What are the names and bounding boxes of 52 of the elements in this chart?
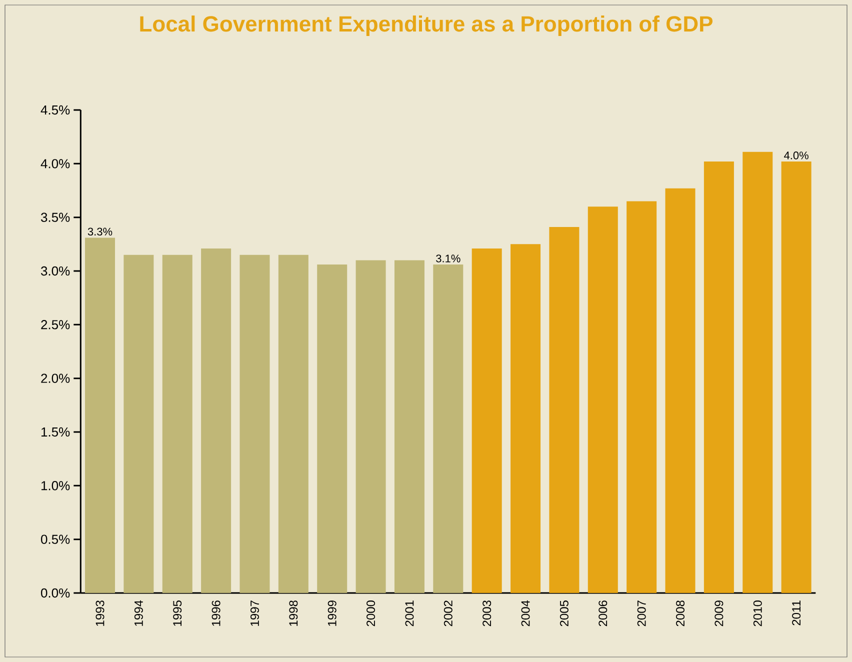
data-label: 4.0% (784, 152, 808, 160)
bar (278, 254, 308, 593)
x-tick-label: 1995 (173, 600, 182, 626)
x-tick-label: 1996 (212, 600, 220, 626)
bar (588, 206, 618, 593)
data-label: 3.1% (436, 254, 460, 262)
x-tick-label: 2000 (366, 600, 376, 626)
y-tick-label: 0.5% (40, 534, 70, 544)
y-tick-label: 4.5% (40, 105, 70, 115)
x-tick-label: 2004 (521, 600, 530, 626)
x-tick-label: 2008 (676, 600, 685, 626)
bar (433, 264, 464, 593)
y-tick-label: 4.0% (40, 159, 70, 168)
y-tick-label: 3.0% (40, 266, 70, 276)
x-tick-label: 1999 (328, 600, 336, 626)
x-tick-label: 2010 (753, 600, 762, 626)
x-tick-label: 2009 (714, 600, 724, 626)
x-tick-label: 2001 (405, 600, 414, 626)
x-tick-label: 2002 (444, 600, 452, 626)
y-tick-label: 1.0% (41, 481, 70, 490)
bar (394, 260, 424, 593)
x-tick-label: 1993 (96, 600, 104, 626)
x-tick-label: 2003 (482, 600, 492, 626)
y-tick-label: 2.5% (41, 320, 70, 330)
bar (742, 152, 773, 593)
bar (472, 248, 502, 593)
y-tick-label: 1.5% (41, 427, 70, 437)
chart-title: Local Government Expenditure as a Proportion of GDP (140, 16, 713, 36)
bar (124, 254, 154, 593)
x-tick-label: 2006 (598, 600, 608, 626)
x-tick-label: 2011 (792, 600, 801, 626)
bar (317, 264, 348, 593)
bar (162, 254, 192, 593)
x-tick-label: 1997 (250, 600, 259, 626)
y-tick-label: 3.5% (40, 212, 70, 222)
y-tick-label: 0.0% (40, 588, 70, 598)
x-tick-label: 2007 (637, 600, 646, 626)
bar (356, 260, 386, 593)
x-tick-label: 1998 (289, 600, 298, 626)
x-tick-label: 2005 (560, 600, 568, 626)
bar (85, 238, 115, 593)
data-label: 3.3% (88, 228, 112, 236)
bar (510, 244, 541, 593)
bar (665, 188, 696, 593)
y-tick-label: 2.0% (41, 374, 70, 383)
bar (240, 254, 270, 593)
bar (704, 162, 734, 593)
bar (201, 248, 232, 593)
x-tick-label: 1994 (134, 600, 143, 626)
bar (781, 162, 812, 593)
bar (549, 226, 580, 593)
bar (626, 201, 657, 593)
